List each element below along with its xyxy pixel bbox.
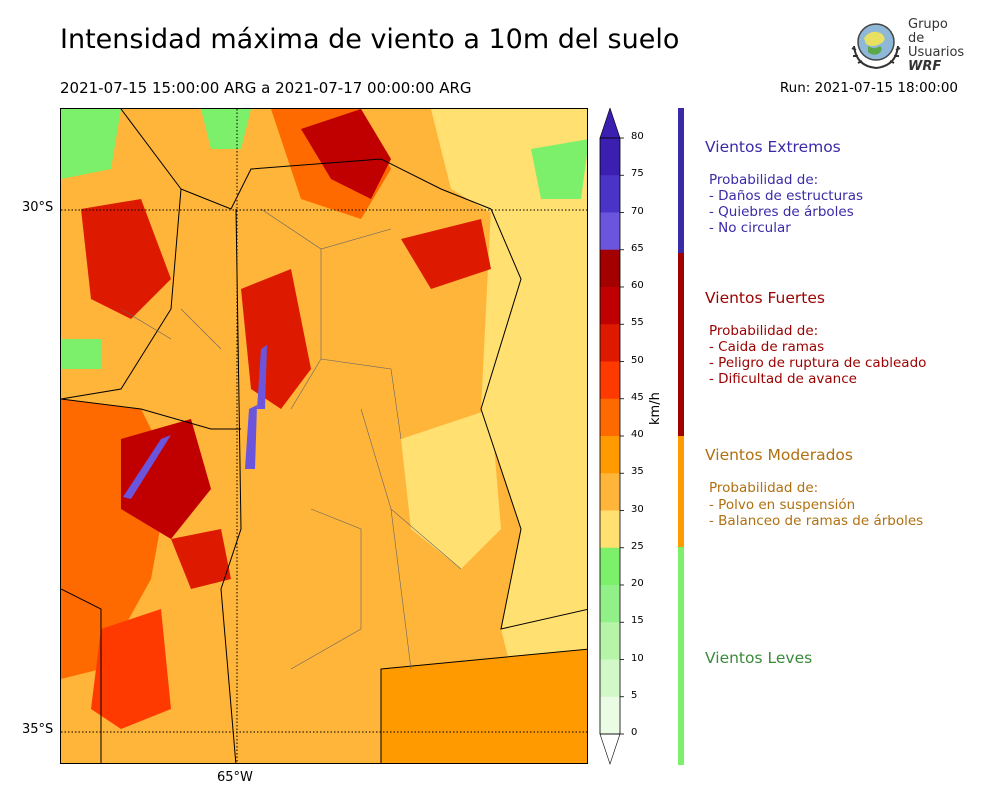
colorbar-segment <box>600 510 620 549</box>
colorbar-tick-label: 75 <box>631 168 644 180</box>
category-item-extreme-1: - Daños de estructuras <box>709 188 864 204</box>
lat-label-30s: 30°S <box>22 200 54 215</box>
patch-green-ne <box>531 139 587 199</box>
logo-text-line2: Usuarios <box>908 45 965 60</box>
colorbar-extend-top <box>599 107 621 139</box>
colorbar-tick-label: 55 <box>631 317 644 329</box>
colorbar-tick-label: 45 <box>631 391 644 403</box>
category-heading-moderate: Probabilidad de: <box>709 480 819 496</box>
category-item-extreme-2: - Quiebres de árboles <box>709 204 854 220</box>
region-light-center <box>401 409 501 569</box>
colorbar-segment <box>600 659 620 698</box>
category-title-strong: Vientos Fuertes <box>705 289 825 307</box>
lat-label-35s: 35°S <box>22 722 54 737</box>
colorbar-tick-label: 0 <box>631 727 638 738</box>
streak-violet-2 <box>245 405 257 469</box>
colorbar-tick-label: 65 <box>631 242 644 254</box>
lon-label-65w: 65°W <box>217 770 253 785</box>
category-bar-strong <box>678 253 684 436</box>
colorbar-tick-label: 5 <box>631 689 638 701</box>
colorbar-segment <box>600 547 620 586</box>
category-title-light: Vientos Leves <box>705 649 813 667</box>
colorbar-unit-label: km/h <box>648 392 663 425</box>
category-item-strong-3: - Dificultad de avance <box>709 371 857 387</box>
region-orange-south <box>381 649 587 763</box>
colorbar-segment <box>600 361 620 400</box>
time-period: 2021-07-15 15:00:00 ARG a 2021-07-17 00:… <box>60 79 472 97</box>
colorbar-segment <box>600 249 620 288</box>
wind-map <box>60 108 588 764</box>
category-heading-strong: Probabilidad de: <box>709 323 819 339</box>
colorbar-segment <box>600 138 620 176</box>
colorbar-tick-label: 50 <box>631 354 644 366</box>
border-line-6 <box>61 398 241 430</box>
category-item-strong-1: - Caida de ramas <box>709 339 825 355</box>
logo: Grupo de Usuarios WRF <box>848 14 968 76</box>
colorbar-tick-label: 60 <box>631 280 644 291</box>
colorbar-svg <box>599 107 624 765</box>
colorbar-segment <box>600 287 620 325</box>
ridge-red-sw2 <box>171 529 231 589</box>
category-title-moderate: Vientos Moderados <box>705 446 853 464</box>
map-title: Intensidad máxima de viento a 10m del su… <box>60 24 680 55</box>
border-line-3 <box>220 208 242 763</box>
border-line-7 <box>61 588 102 763</box>
border-line-4 <box>480 208 587 630</box>
colorbar-tick-label: 80 <box>631 131 644 142</box>
department-borders <box>120 208 462 670</box>
colorbar-tick-label: 70 <box>631 205 644 217</box>
colorbar-tick-label: 15 <box>631 615 644 627</box>
patch-green-n <box>201 109 251 149</box>
border-line-2 <box>180 158 492 210</box>
category-bar-extreme <box>678 108 684 253</box>
category-item-strong-2: - Peligro de ruptura de cableado <box>709 355 927 371</box>
colorbar <box>598 107 688 768</box>
region-light-east <box>481 189 587 749</box>
colorbar-tick-label: 35 <box>631 466 644 478</box>
region-red-sw <box>91 609 171 729</box>
ridge-red-ne <box>401 219 491 289</box>
category-title-extreme: Vientos Extremos <box>705 138 841 156</box>
colorbar-segment <box>600 622 620 660</box>
colorbar-segment <box>600 212 620 251</box>
ridge-red-north <box>301 109 391 199</box>
colorbar-segment <box>600 436 620 474</box>
logo-text-line1: Grupo de <box>908 17 948 46</box>
category-bar-light <box>678 547 684 765</box>
category-item-moderate-1: - Polvo en suspensión <box>709 497 856 513</box>
border-line-1 <box>61 109 182 400</box>
patch-green-w <box>61 339 101 369</box>
globe-logo-icon <box>851 23 901 70</box>
colorbar-segment <box>600 585 620 623</box>
colorbar-segment <box>600 175 620 213</box>
category-heading-extreme: Probabilidad de: <box>709 172 819 188</box>
colorbar-segment <box>600 324 620 362</box>
ridge-red-center <box>241 269 311 409</box>
wind-field-svg <box>61 109 587 763</box>
category-item-moderate-2: - Balanceo de ramas de árboles <box>709 513 924 529</box>
colorbar-segment <box>600 473 620 511</box>
colorbar-tick-label: 25 <box>631 540 644 552</box>
colorbar-segment <box>600 696 620 735</box>
ridge-red-nw <box>81 199 171 319</box>
streak-violet-3 <box>123 435 171 499</box>
ridge-red-west <box>121 419 211 539</box>
patch-green-nw <box>61 109 121 179</box>
run-time: Run: 2021-07-15 18:00:00 <box>779 80 958 96</box>
colorbar-tick-label: 30 <box>631 503 644 515</box>
colorbar-extend-bottom <box>599 733 621 765</box>
category-item-extreme-3: - No circular <box>709 220 791 236</box>
colorbar-tick-label: 20 <box>631 578 644 589</box>
logo-text-line3: WRF <box>908 59 942 74</box>
colorbar-tick-label: 40 <box>631 429 644 440</box>
colorbar-segment <box>600 398 620 437</box>
colorbar-tick-label: 10 <box>631 652 644 664</box>
category-bar-moderate <box>678 436 684 547</box>
streak-violet-1 <box>257 345 267 409</box>
border-line-5 <box>380 648 587 763</box>
